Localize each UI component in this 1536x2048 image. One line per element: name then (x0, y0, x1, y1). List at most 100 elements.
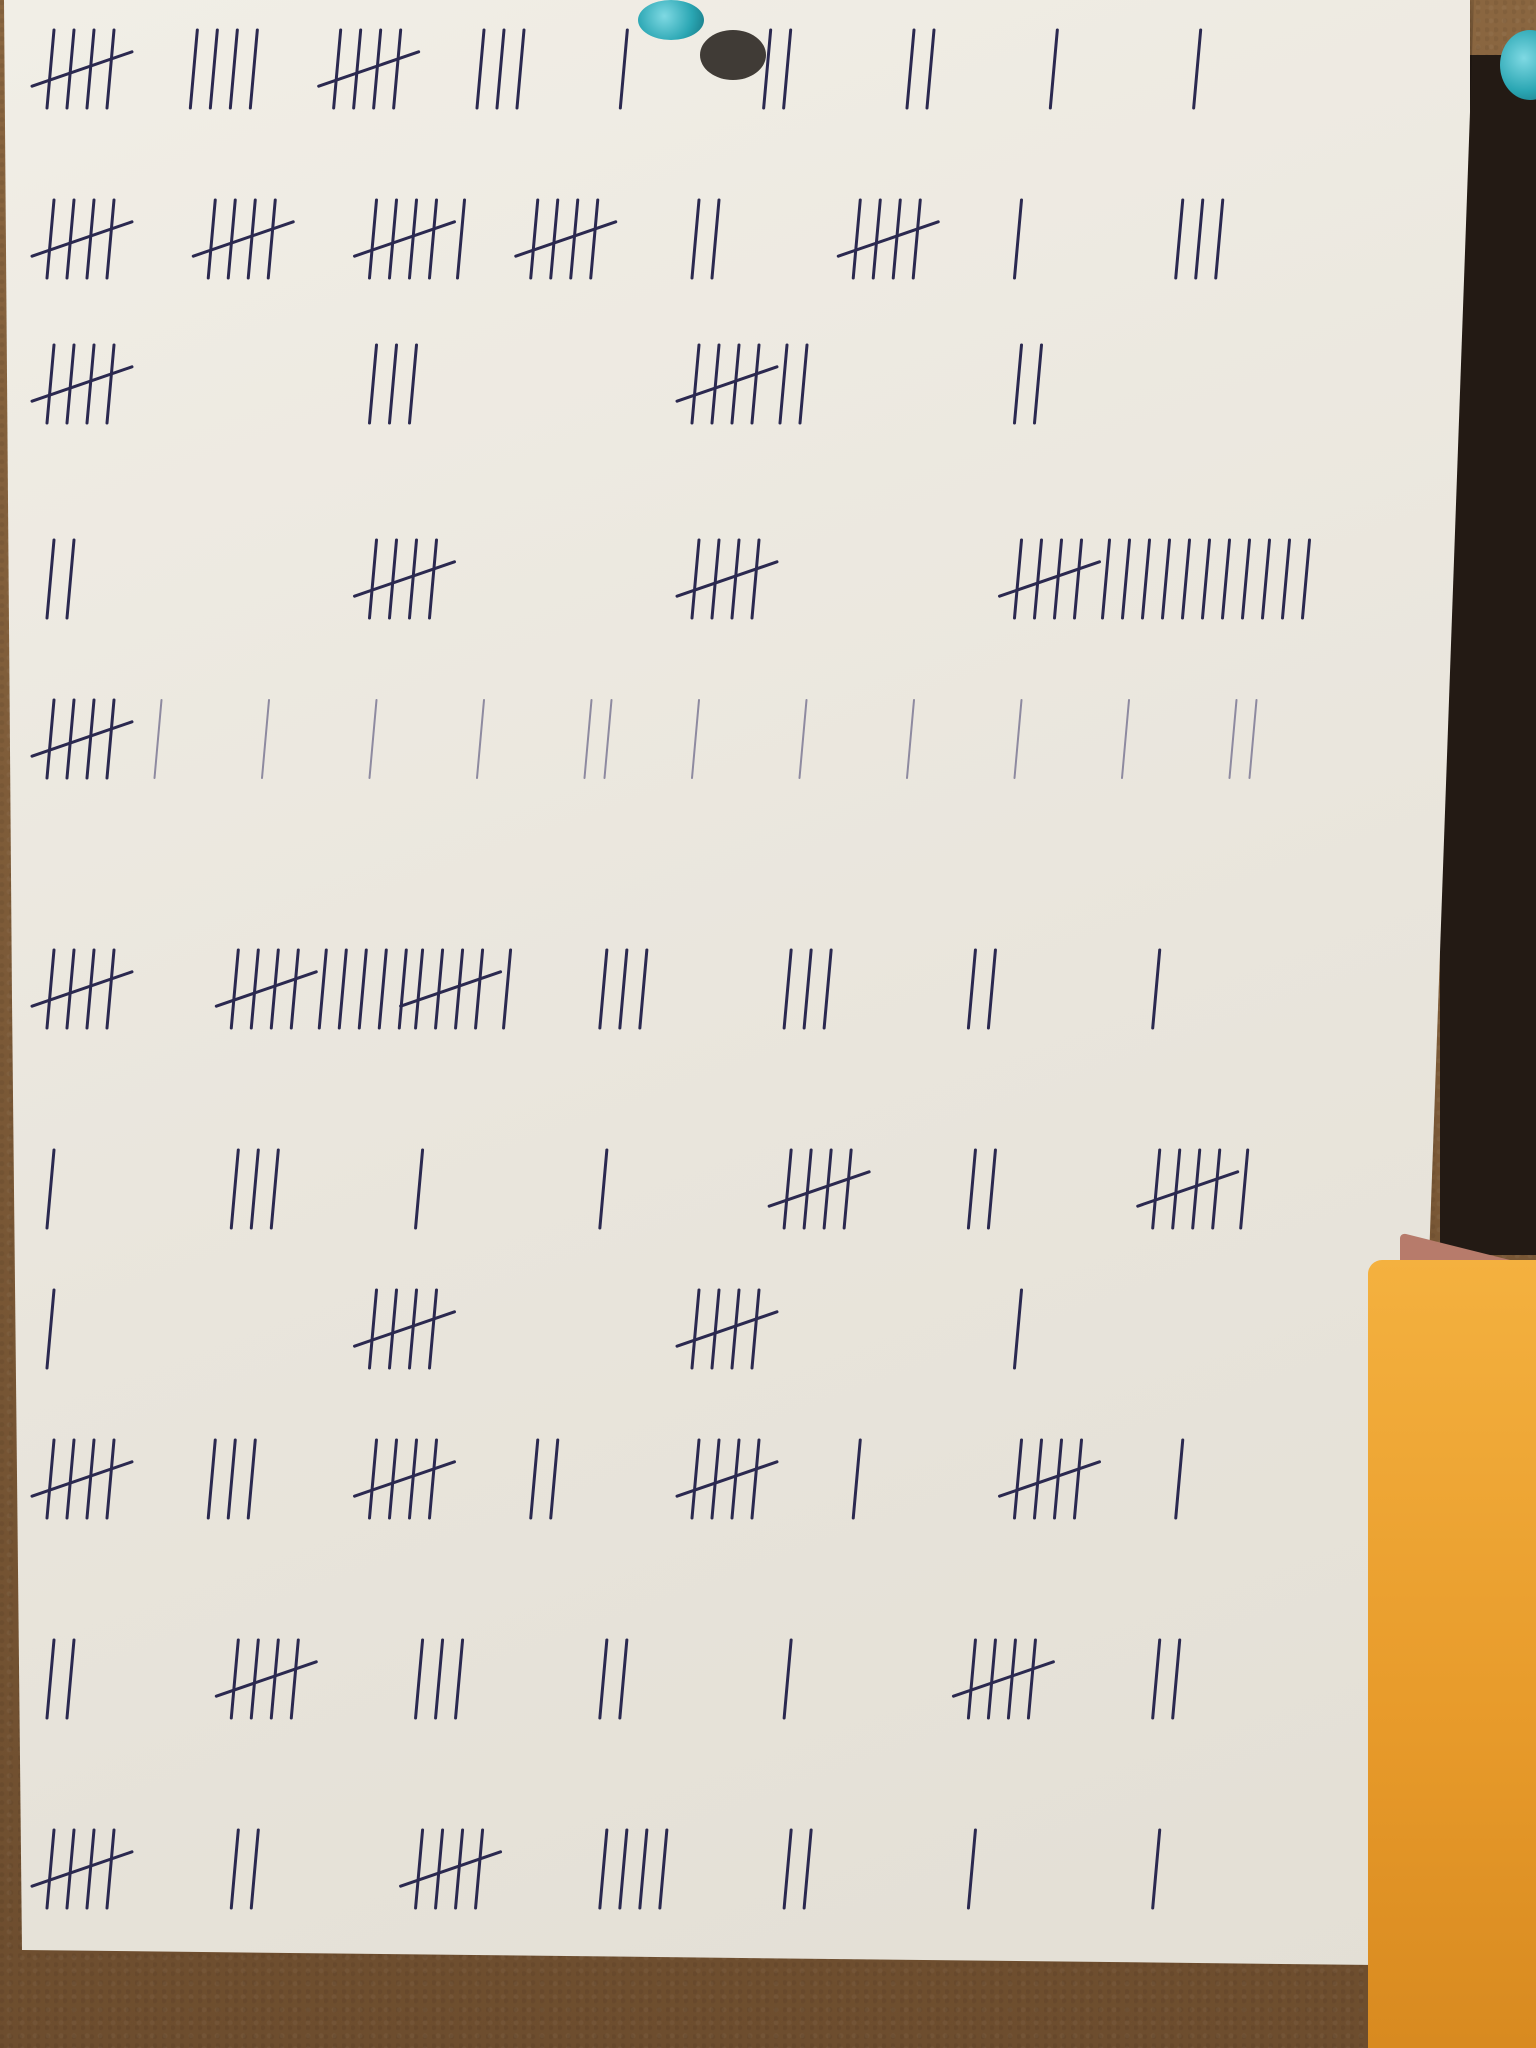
tally-stroke (891, 198, 902, 280)
tally-group (782, 948, 833, 1030)
tally-stroke (730, 1438, 741, 1520)
tally-stroke (388, 538, 398, 620)
tally-crossbar (317, 50, 421, 88)
tally-group (414, 1148, 425, 1230)
tally-stroke (782, 1828, 793, 1910)
tally-stroke (434, 948, 445, 1030)
tally-stroke (1073, 1438, 1083, 1520)
tally-stroke (65, 538, 76, 620)
tally-group (782, 1638, 793, 1720)
tally-stroke (782, 948, 793, 1030)
tally-stroke (229, 948, 240, 1030)
tally-stroke (206, 1438, 217, 1520)
tally-group (45, 1288, 56, 1370)
tally-stroke (802, 1148, 813, 1230)
tally-stroke (45, 198, 56, 280)
tally-group (368, 699, 378, 779)
tally-stroke (45, 538, 56, 620)
tally-crossbar (214, 970, 318, 1008)
tally-group (905, 28, 936, 110)
tally-crossbar (30, 1460, 134, 1498)
tally-stroke (85, 1438, 96, 1520)
tally-stroke (65, 1438, 76, 1520)
tally-stroke (1053, 538, 1063, 620)
tally-stroke (1261, 538, 1271, 620)
tally-stroke (249, 1148, 260, 1230)
tally-stroke (1248, 699, 1258, 779)
tally-crossbar (675, 560, 779, 598)
tally-group (966, 1148, 997, 1230)
tally-stroke (228, 28, 239, 110)
tally-crossbar (30, 50, 134, 88)
tally-crossbar (675, 365, 779, 403)
tally-stroke (1033, 343, 1043, 425)
tally-stroke (1013, 538, 1023, 620)
tally-stroke (802, 948, 813, 1030)
tally-sheet (4, 0, 1470, 1965)
tally-stroke (986, 948, 997, 1030)
tally-group (1151, 948, 1162, 1030)
tally-stroke (269, 1148, 280, 1230)
tally-stroke (85, 343, 96, 425)
pushpin-icon (638, 0, 704, 40)
tally-stroke (690, 343, 701, 425)
tally-stroke (710, 1288, 721, 1370)
tally-stroke (1151, 1828, 1162, 1910)
tally-group (966, 948, 997, 1030)
tally-crossbar (353, 1460, 456, 1498)
tally-stroke (798, 699, 808, 779)
tally-group (529, 1438, 560, 1520)
tally-stroke (1053, 1438, 1063, 1520)
tally-stroke (1174, 198, 1185, 280)
tally-crossbar (998, 1460, 1101, 1498)
tally-stroke (377, 948, 388, 1030)
tally-stroke (589, 198, 600, 280)
tally-stroke (85, 28, 96, 110)
tally-crossbar (191, 220, 295, 258)
tally-stroke (153, 699, 163, 779)
tally-stroke (105, 198, 116, 280)
tally-stroke (392, 28, 403, 110)
tally-stroke (1048, 28, 1059, 110)
tally-stroke (690, 538, 701, 620)
tally-group (191, 198, 295, 280)
tally-group (353, 1438, 456, 1520)
tally-group (1013, 198, 1023, 280)
tally-stroke (337, 948, 348, 1030)
tally-stroke (246, 198, 257, 280)
tally-stroke (750, 538, 761, 620)
tally-stroke (368, 538, 378, 620)
tally-group (675, 1288, 779, 1370)
tally-stroke (414, 1148, 425, 1230)
tally-crossbar (514, 220, 618, 258)
tally-group (45, 538, 76, 620)
tally-crossbar (353, 1310, 456, 1348)
tally-stroke (229, 1638, 240, 1720)
tally-group (1121, 699, 1130, 779)
tally-stroke (1161, 538, 1171, 620)
tally-group (30, 1438, 134, 1520)
tally-group (675, 343, 809, 425)
tally-stroke (105, 948, 116, 1030)
tally-stroke (1101, 538, 1111, 620)
tally-stroke (1301, 538, 1311, 620)
tally-stroke (1191, 1148, 1202, 1230)
tally-stroke (569, 198, 580, 280)
tally-stroke (408, 538, 418, 620)
tally-group (1013, 699, 1023, 779)
tally-stroke (658, 1828, 669, 1910)
tally-group (45, 1148, 56, 1230)
tally-group (30, 1828, 134, 1910)
tally-stroke (85, 948, 96, 1030)
tally-stroke (368, 343, 378, 425)
tally-stroke (249, 1828, 260, 1910)
tally-stroke (454, 1828, 465, 1910)
tally-stroke (85, 1828, 96, 1910)
tally-group (229, 1828, 260, 1910)
tally-stroke (1151, 1638, 1162, 1720)
tally-stroke (871, 198, 882, 280)
tally-stroke (966, 1828, 977, 1910)
tally-stroke (598, 1828, 609, 1910)
tally-group (690, 198, 721, 280)
tally-group (1013, 1288, 1023, 1370)
